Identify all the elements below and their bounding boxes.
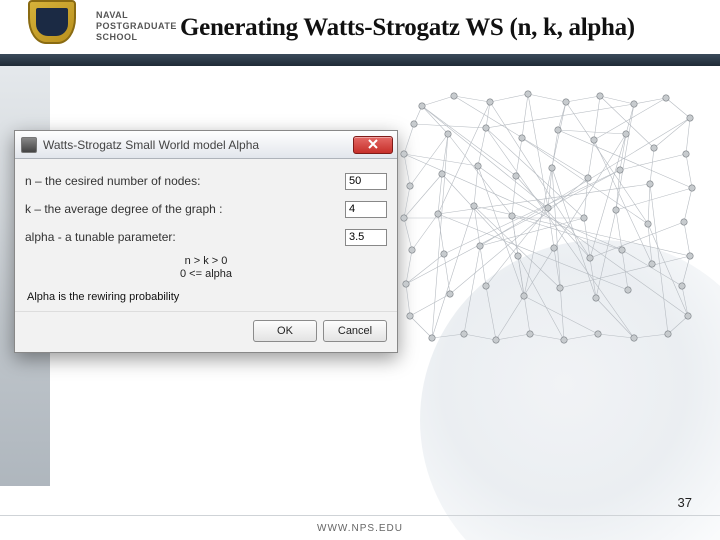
page-title: Generating Watts-Strogatz WS (n, k, alph… bbox=[180, 14, 714, 42]
footer-rule bbox=[0, 515, 720, 516]
footer-url: WWW.NPS.EDU bbox=[0, 523, 720, 534]
dialog-buttons: OK Cancel bbox=[15, 311, 397, 352]
network-graph bbox=[398, 88, 698, 348]
alpha-input[interactable] bbox=[345, 229, 387, 246]
field-alpha: alpha - a tunable parameter: bbox=[25, 223, 387, 251]
school-name: NAVAL POSTGRADUATE SCHOOL bbox=[96, 10, 177, 43]
k-input[interactable] bbox=[345, 201, 387, 218]
n-input[interactable] bbox=[345, 173, 387, 190]
dialog-body: n – the cesired number of nodes: k – the… bbox=[15, 159, 397, 307]
app-icon bbox=[21, 137, 37, 153]
school-logo bbox=[28, 0, 86, 48]
ok-button[interactable]: OK bbox=[253, 320, 317, 342]
school-line: POSTGRADUATE bbox=[96, 21, 177, 32]
n-label: n – the cesired number of nodes: bbox=[25, 174, 345, 188]
k-label: k – the average degree of the graph : bbox=[25, 202, 345, 216]
page-number: 37 bbox=[678, 495, 692, 510]
constraints: n > k > 0 0 <= alpha bbox=[25, 251, 387, 283]
slide: NAVAL POSTGRADUATE SCHOOL Generating Wat… bbox=[0, 0, 720, 540]
dialog-titlebar[interactable]: Watts-Strogatz Small World model Alpha bbox=[15, 131, 397, 159]
constraint-line: n > k > 0 bbox=[25, 255, 387, 268]
alpha-label: alpha - a tunable parameter: bbox=[25, 230, 345, 244]
field-k: k – the average degree of the graph : bbox=[25, 195, 387, 223]
field-n: n – the cesired number of nodes: bbox=[25, 167, 387, 195]
header-divider bbox=[0, 54, 720, 66]
close-button[interactable] bbox=[353, 136, 393, 154]
constraint-line: 0 <= alpha bbox=[25, 268, 387, 281]
cancel-button[interactable]: Cancel bbox=[323, 320, 387, 342]
close-icon bbox=[368, 138, 378, 152]
dialog-title: Watts-Strogatz Small World model Alpha bbox=[43, 138, 353, 152]
school-line: NAVAL bbox=[96, 10, 177, 21]
rewire-note: Alpha is the rewiring probability bbox=[25, 283, 387, 307]
school-line: SCHOOL bbox=[96, 32, 177, 43]
header: NAVAL POSTGRADUATE SCHOOL Generating Wat… bbox=[0, 0, 720, 54]
ws-dialog: Watts-Strogatz Small World model Alpha n… bbox=[14, 130, 398, 353]
